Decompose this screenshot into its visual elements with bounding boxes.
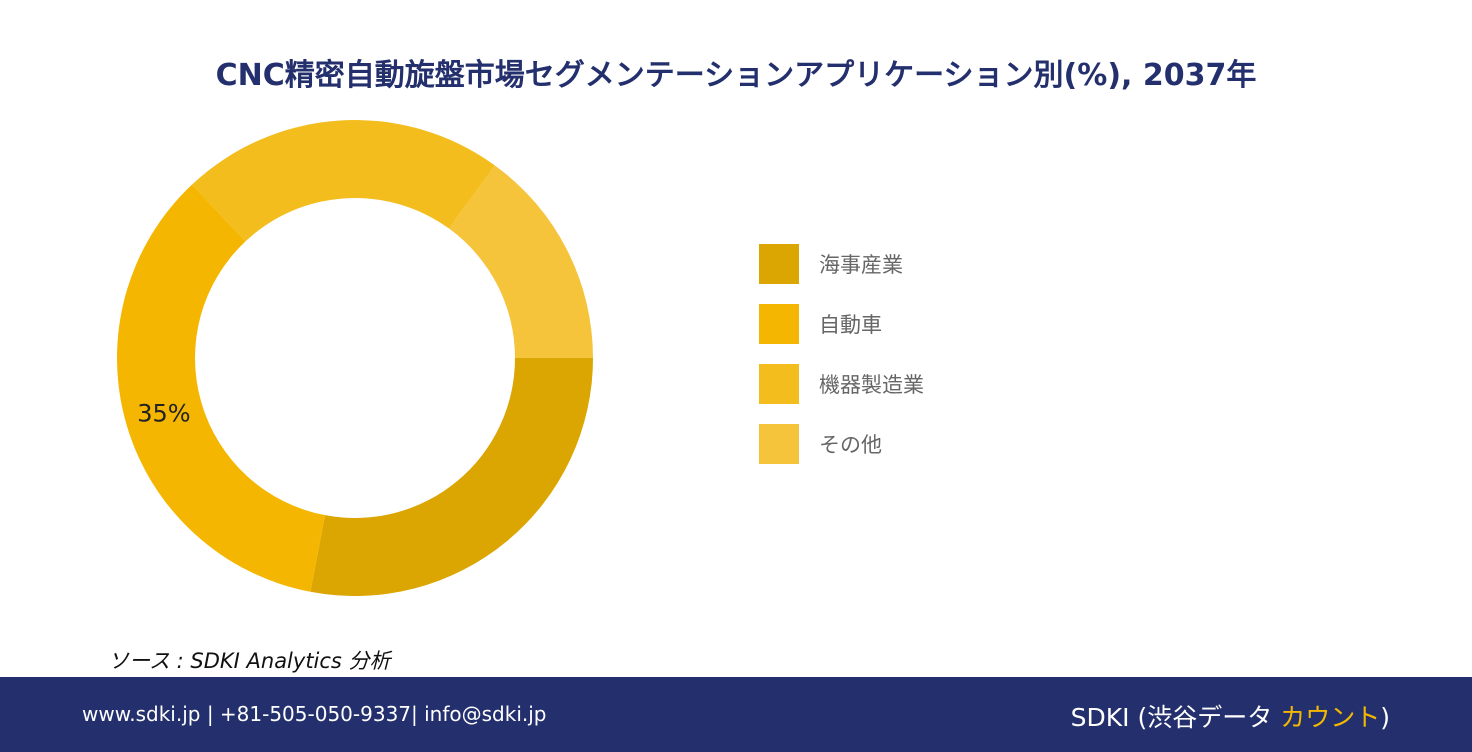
legend-item-equipment-manufacturing: 機器製造業: [759, 364, 924, 404]
logo-end: ): [1380, 703, 1390, 732]
chart-title: CNC精密自動旋盤市場セグメンテーションアプリケーション別(%), 2037年: [215, 58, 1257, 93]
logo-main: SDKI (渋谷データ: [1070, 703, 1281, 732]
legend-swatch-equipment-manufacturing: [759, 364, 799, 404]
chart-legend: 海事産業 自動車 機器製造業 その他: [759, 244, 924, 484]
legend-label-automotive: 自動車: [819, 313, 882, 337]
legend-swatch-marine: [759, 244, 799, 284]
footer-logo: SDKI (渋谷データ カウント): [1071, 698, 1390, 734]
legend-item-other: その他: [759, 424, 924, 464]
donut-slice-marine: [310, 358, 593, 596]
donut-slice-other: [449, 165, 593, 358]
legend-swatch-other: [759, 424, 799, 464]
legend-label-equipment-manufacturing: 機器製造業: [819, 373, 924, 397]
source-note: ソース : SDKI Analytics 分析: [108, 649, 391, 673]
donut-chart: 35%: [116, 119, 593, 596]
logo-accent: カウント: [1280, 703, 1381, 732]
legend-label-marine: 海事産業: [819, 253, 903, 277]
legend-item-automotive: 自動車: [759, 304, 924, 344]
legend-label-other: その他: [819, 433, 882, 457]
donut-slice-equipment-manufacturing: [192, 119, 495, 242]
footer-contact: www.sdki.jp | +81-505-050-9337| info@sdk…: [82, 702, 547, 726]
donut-slice-automotive: [116, 184, 326, 592]
footer-bar: www.sdki.jp | +81-505-050-9337| info@sdk…: [0, 677, 1472, 752]
legend-swatch-automotive: [759, 304, 799, 344]
legend-item-marine: 海事産業: [759, 244, 924, 284]
data-label-automotive: 35%: [137, 400, 190, 428]
